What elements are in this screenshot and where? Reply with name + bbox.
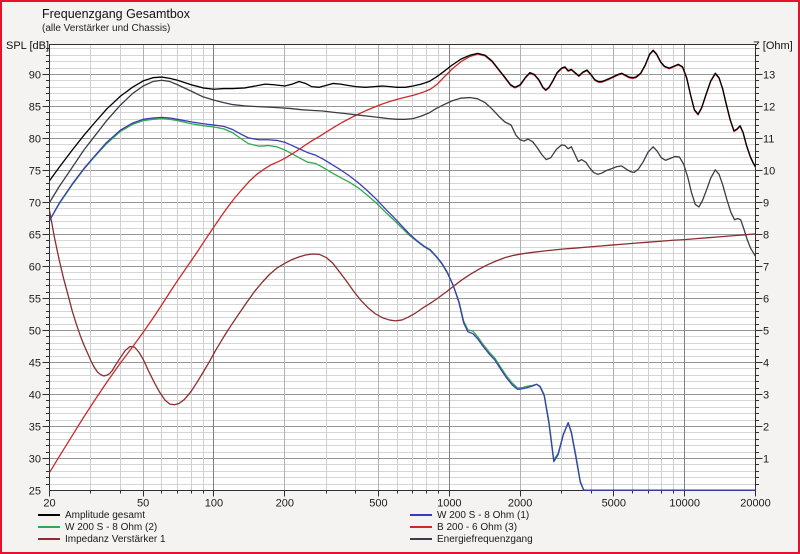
legend-label: B 200 - 6 Ohm (3) (437, 521, 518, 533)
x-axis-tick-label: 1000 (437, 498, 461, 510)
legend-right-column: W 200 S - 8 Ohm (1) B 200 - 6 Ohm (3) Ener… (410, 509, 533, 545)
right-axis-tick-label: 1 (763, 454, 769, 466)
legend-label: Amplitude gesamt (65, 509, 146, 521)
legend-swatch (38, 538, 60, 540)
legend-swatch (410, 526, 432, 528)
legend-swatch (410, 538, 432, 540)
legend-swatch (38, 526, 60, 528)
legend-item: Amplitude gesamt (38, 509, 166, 521)
left-axis-tick-label: 50 (29, 326, 41, 338)
left-axis-tick-label: 80 (29, 134, 41, 146)
x-axis-tick-label: 20000 (740, 498, 771, 510)
x-axis-tick-label: 5000 (602, 498, 626, 510)
left-axis-tick-label: 90 (29, 70, 41, 82)
chart-title: Frequenzgang Gesamtbox (42, 7, 191, 21)
left-axis-tick-label: 25 (29, 486, 41, 498)
series-amplitude-gesamt (49, 49, 756, 182)
x-axis-tick-label: 100 (205, 498, 223, 510)
right-axis-tick-label: 13 (763, 70, 775, 82)
legend-item: Energiefrequenzgang (410, 533, 533, 545)
legend-swatch (38, 514, 60, 516)
right-axis-tick-label: 12 (763, 102, 775, 114)
right-axis-tick-label: 7 (763, 262, 769, 274)
right-axis-tick-label: 8 (763, 230, 769, 242)
right-axis-title: Z [Ohm] (753, 40, 793, 52)
x-axis-tick-label: 50 (137, 498, 149, 510)
legend-label: Energiefrequenzgang (437, 533, 533, 545)
right-axis-tick-label: 4 (763, 358, 769, 370)
x-axis-tick-label: 2000 (508, 498, 532, 510)
right-axis-tick-label: 6 (763, 294, 769, 306)
left-axis-tick-label: 75 (29, 166, 41, 178)
legend-swatch (410, 514, 432, 516)
plot-frame (49, 44, 756, 491)
right-axis-tick-label: 2 (763, 422, 769, 434)
x-axis-tick-label: 10000 (669, 498, 700, 510)
x-axis-tick-label: 500 (369, 498, 387, 510)
legend-item: W 200 S - 8 Ohm (1) (410, 509, 533, 521)
right-axis-tick-label: 10 (763, 166, 775, 178)
legend-item: W 200 S - 8 Ohm (2) (38, 521, 166, 533)
left-axis-tick-label: 70 (29, 198, 41, 210)
left-axis-tick-label: 60 (29, 262, 41, 274)
plot-background (49, 44, 756, 491)
left-axis-tick-label: 30 (29, 454, 41, 466)
right-axis-tick-label: 11 (763, 134, 774, 146)
x-axis-tick-label: 200 (276, 498, 294, 510)
right-axis-tick-label: 3 (763, 390, 769, 402)
left-axis-tick-label: 45 (29, 358, 41, 370)
left-axis-tick-label: 35 (29, 422, 41, 434)
legend-label: W 200 S - 8 Ohm (2) (65, 521, 158, 533)
right-axis-tick-label: 5 (763, 326, 769, 338)
legend-left-column: Amplitude gesamt W 200 S - 8 Ohm (2) Imped… (38, 509, 166, 545)
chart-subtitle: (alle Verstärker und Chassis) (42, 23, 171, 34)
x-axis-tick-label: 20 (43, 498, 55, 510)
left-axis-tick-label: 40 (29, 390, 41, 402)
left-axis-title: SPL [dB] (6, 40, 50, 52)
legend-item: B 200 - 6 Ohm (3) (410, 521, 533, 533)
legend-item: Impedanz Verstärker 1 (38, 533, 166, 545)
series-energiefrequenzgang (49, 79, 756, 257)
legend-label: W 200 S - 8 Ohm (1) (437, 509, 530, 521)
left-axis-tick-label: 65 (29, 230, 41, 242)
left-axis-tick-label: 85 (29, 102, 41, 114)
right-axis-tick-label: 9 (763, 198, 769, 210)
left-axis-tick-label: 55 (29, 294, 41, 306)
series-w-200-s-8-ohm-1 (49, 116, 756, 491)
legend-label: Impedanz Verstärker 1 (65, 533, 166, 545)
series-impedanz-verst-rker-1 (49, 209, 756, 406)
